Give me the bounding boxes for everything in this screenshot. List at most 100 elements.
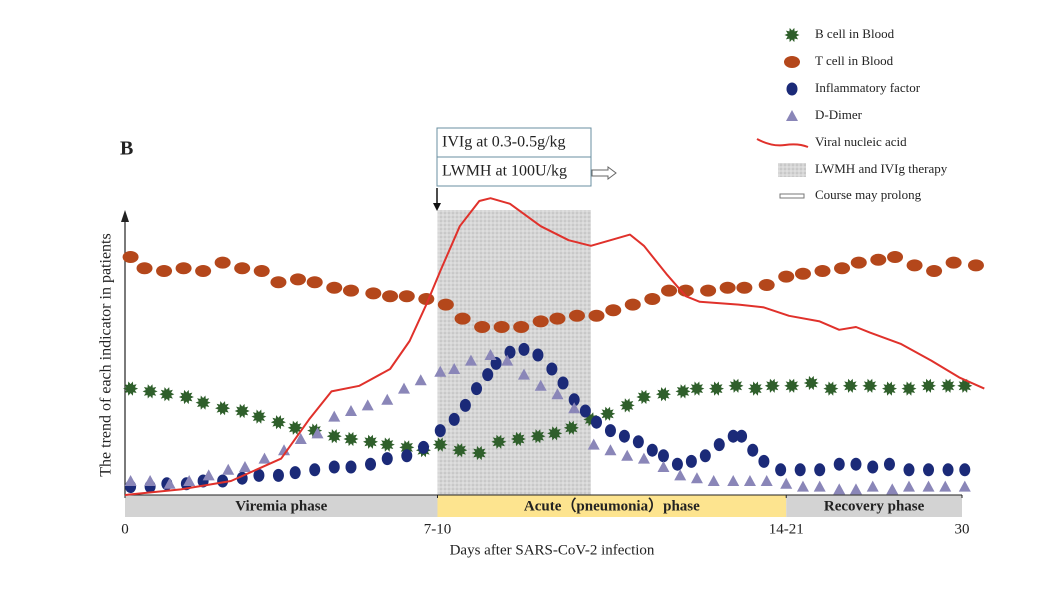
marker <box>945 256 962 269</box>
marker <box>748 381 763 396</box>
marker <box>490 356 502 370</box>
marker <box>923 463 935 477</box>
annotation-box <box>436 127 592 158</box>
legend-label: Course may prolong <box>815 187 922 202</box>
marker <box>365 287 382 300</box>
marker <box>707 475 720 486</box>
marker <box>381 393 394 405</box>
marker <box>942 463 954 477</box>
marker <box>786 82 798 96</box>
marker <box>178 389 194 405</box>
marker <box>587 438 600 450</box>
marker <box>222 463 235 475</box>
marker <box>775 463 787 477</box>
marker <box>887 251 904 263</box>
phase-label: Recovery phase <box>824 498 925 514</box>
marker <box>618 429 630 443</box>
marker <box>251 409 267 424</box>
marker <box>690 472 703 484</box>
marker <box>700 284 717 297</box>
marker <box>709 381 724 396</box>
marker <box>343 431 359 447</box>
marker <box>579 404 591 418</box>
marker <box>326 429 342 444</box>
marker <box>532 315 549 328</box>
marker <box>491 434 507 449</box>
marker <box>850 457 862 471</box>
marker <box>144 475 157 486</box>
marker <box>958 480 971 492</box>
marker <box>699 449 711 463</box>
marker <box>306 276 323 289</box>
marker <box>289 466 301 480</box>
marker <box>758 279 775 291</box>
marker <box>813 480 826 492</box>
marker <box>459 398 471 412</box>
marker <box>547 426 563 441</box>
marker <box>967 259 984 272</box>
marker <box>661 284 678 297</box>
marker <box>636 389 652 405</box>
marker <box>471 382 483 396</box>
marker <box>452 443 468 458</box>
marker <box>675 384 691 399</box>
marker <box>159 387 175 402</box>
marker <box>644 293 661 305</box>
marker <box>591 415 603 429</box>
marker <box>632 435 644 449</box>
marker <box>437 298 454 311</box>
marker <box>604 444 617 456</box>
marker <box>568 393 580 407</box>
marker <box>563 420 579 435</box>
marker <box>784 378 800 393</box>
x-tick-label: 14-21 <box>769 521 804 537</box>
marker <box>344 405 357 416</box>
marker <box>448 412 460 426</box>
marker <box>834 262 851 275</box>
marker <box>862 378 878 393</box>
marker <box>604 424 616 438</box>
legend-label: Viral nucleic acid <box>815 134 907 149</box>
marker <box>743 475 756 486</box>
marker <box>713 438 725 452</box>
marker <box>849 483 862 495</box>
marker <box>272 468 284 482</box>
marker <box>814 463 826 477</box>
marker <box>418 440 430 454</box>
marker <box>448 363 461 374</box>
marker <box>156 265 173 277</box>
panel-label: B <box>120 138 133 160</box>
marker <box>513 321 530 333</box>
legend-swatch <box>778 163 806 177</box>
legend-label: B cell in Blood <box>815 26 895 41</box>
marker <box>758 454 770 468</box>
marker <box>674 469 687 481</box>
marker <box>238 461 251 472</box>
marker <box>624 298 641 311</box>
marker <box>195 395 211 410</box>
marker <box>398 290 415 303</box>
marker <box>728 378 744 393</box>
marker <box>309 463 321 477</box>
marker <box>901 381 917 396</box>
marker <box>780 477 793 489</box>
marker <box>175 262 192 275</box>
legend-label: Inflammatory factor <box>815 80 921 95</box>
marker <box>939 480 952 492</box>
marker <box>136 262 153 275</box>
marker <box>484 349 497 360</box>
marker <box>619 398 635 413</box>
legend-label: D-Dimer <box>815 107 863 122</box>
marker <box>534 379 547 391</box>
marker <box>253 265 270 277</box>
marker <box>434 365 447 377</box>
marker <box>270 276 287 289</box>
legend-swatch <box>779 193 805 199</box>
marker <box>727 429 739 443</box>
marker <box>258 452 271 464</box>
marker <box>588 309 605 322</box>
marker <box>760 475 773 486</box>
marker <box>747 443 759 457</box>
marker <box>656 387 671 402</box>
